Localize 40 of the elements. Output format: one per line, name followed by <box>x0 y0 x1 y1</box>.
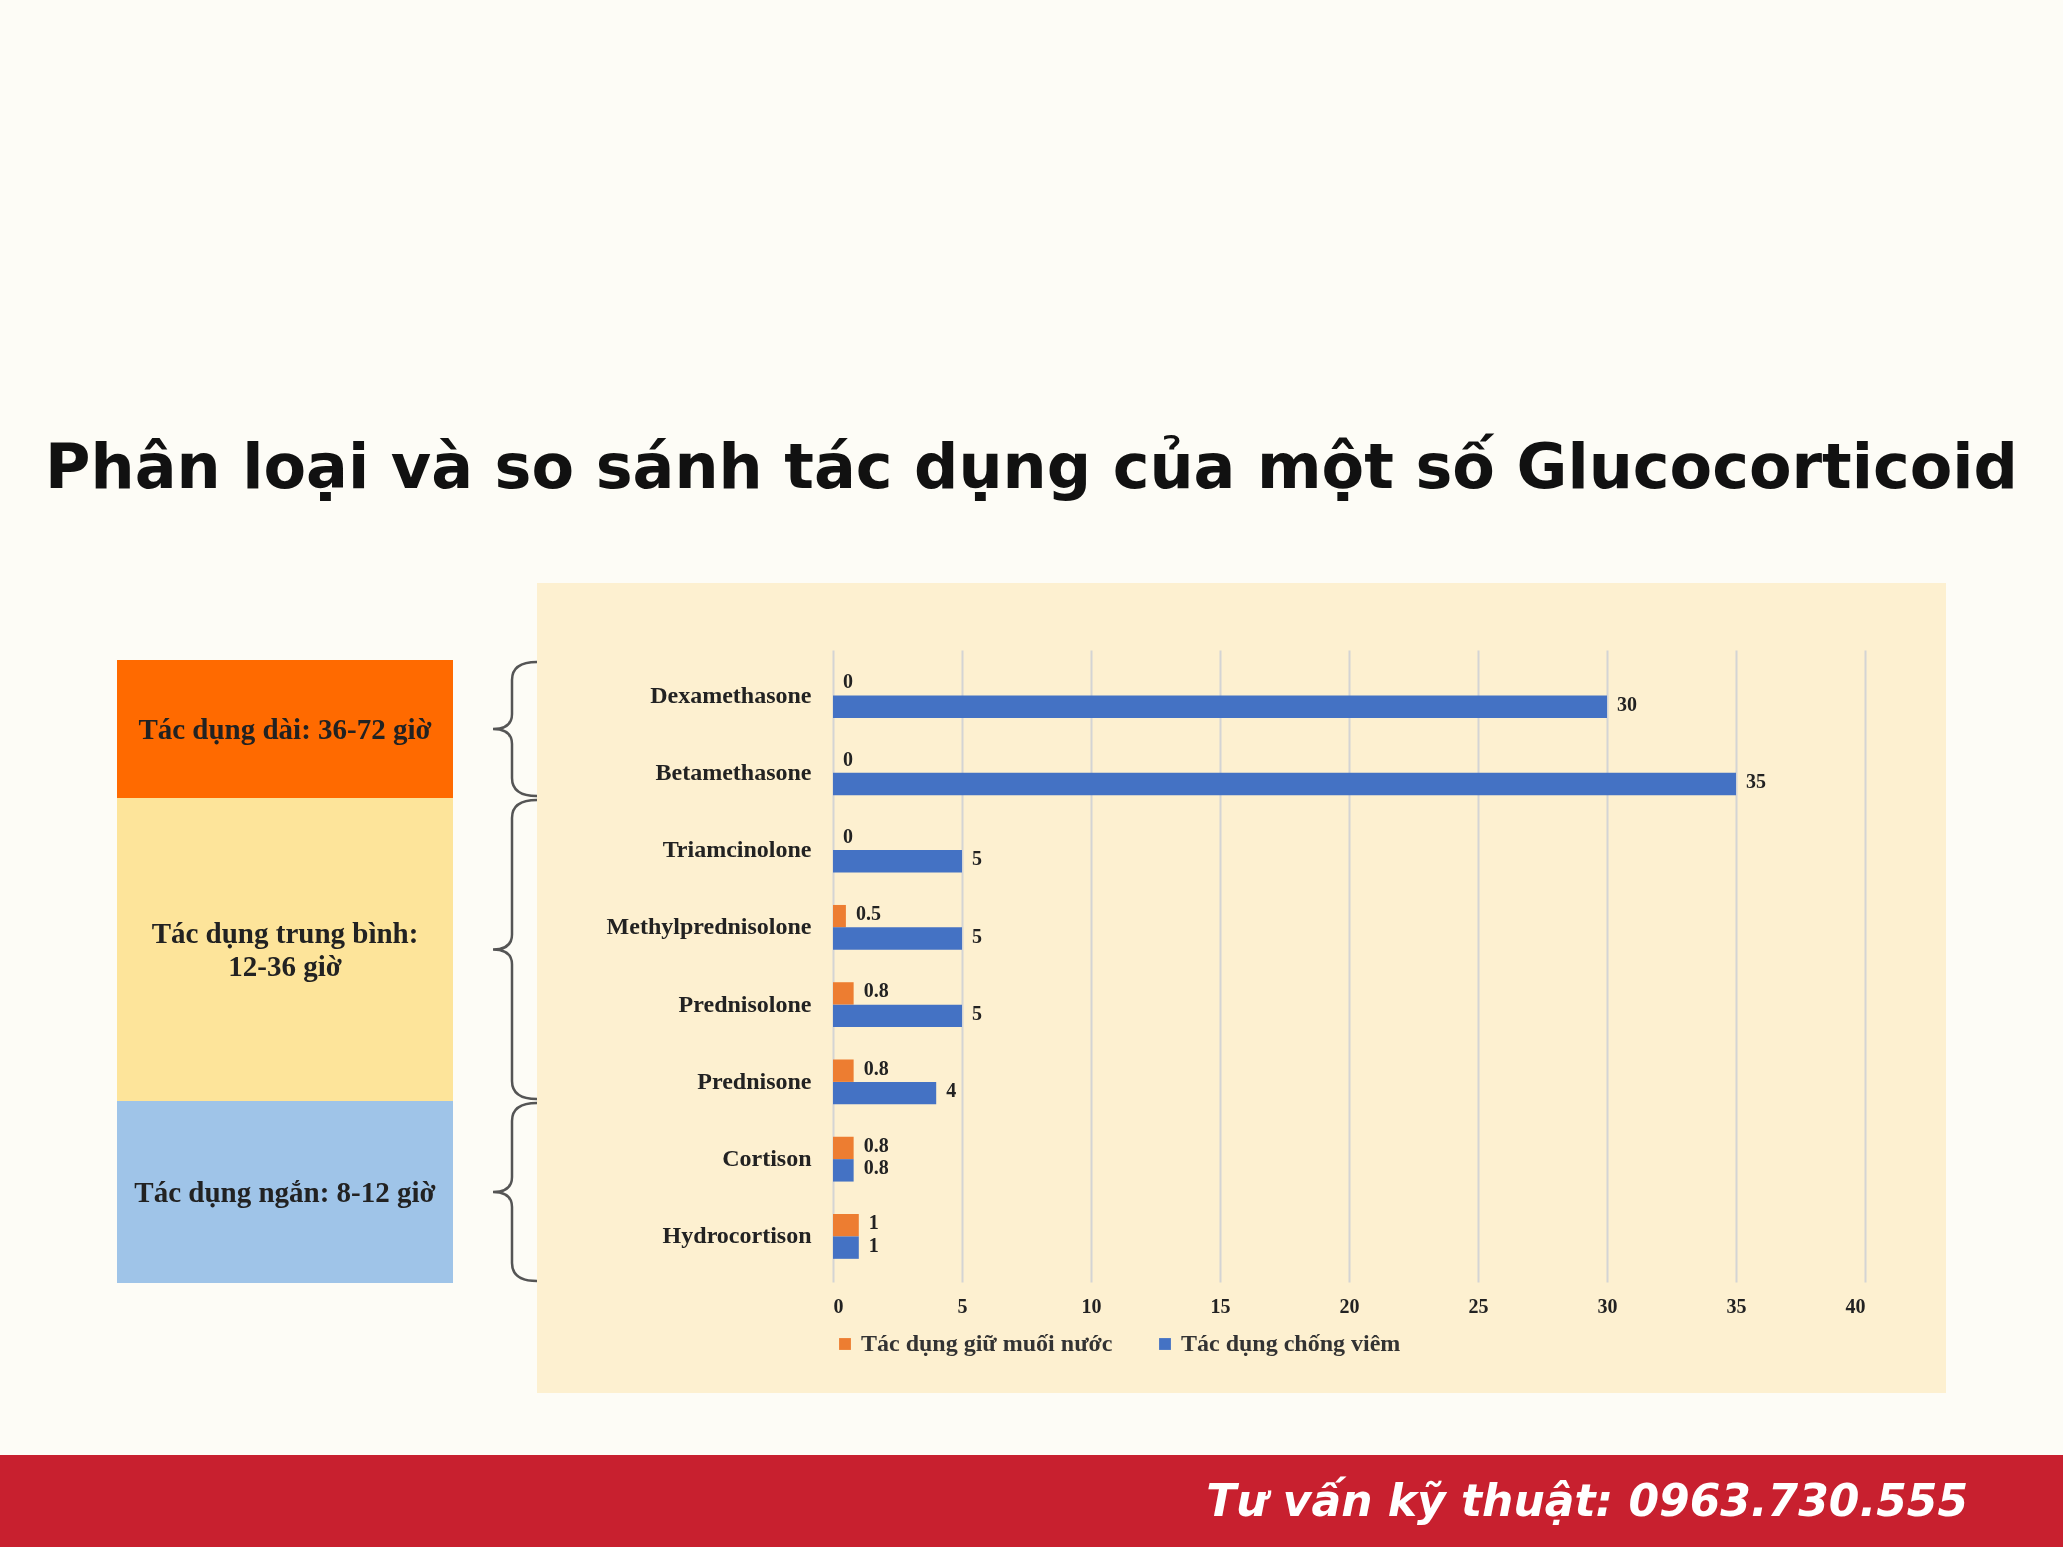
chart-title: Phân loại và so sánh tác dụng của một số Glucocorticoid <box>44 430 2019 503</box>
data-label: 5 <box>972 1001 982 1024</box>
data-label: 0 <box>843 747 853 770</box>
legend-label: Tác dụng giữ muối nước <box>861 1330 1113 1356</box>
data-label: 35 <box>1746 770 1766 793</box>
data-label: 1 <box>868 1211 879 1234</box>
x-tick-label: 5 <box>957 1294 968 1317</box>
y-tick-label: Methylprednisolone <box>606 913 812 940</box>
x-tick-label: 30 <box>1597 1294 1618 1317</box>
x-tick-label: 35 <box>1726 1294 1747 1317</box>
legend-label: Tác dụng chống viêm <box>1181 1330 1401 1356</box>
x-tick-label: 20 <box>1339 1294 1360 1317</box>
data-label: 1 <box>868 1233 879 1256</box>
y-tick-label: Prednisolone <box>678 990 812 1017</box>
data-label: 4 <box>946 1079 957 1102</box>
data-label: 0.8 <box>863 1133 889 1156</box>
y-tick-label: Triamcinolone <box>662 836 812 863</box>
y-tick-label: Prednisone <box>697 1067 812 1094</box>
data-label: 0 <box>843 824 853 847</box>
y-tick-label: Hydrocortison <box>662 1222 812 1249</box>
x-tick-label: 0 <box>833 1294 844 1317</box>
x-tick-label: 40 <box>1845 1294 1866 1317</box>
y-tick-label: Betamethasone <box>655 758 812 785</box>
data-label: 0.8 <box>863 979 889 1002</box>
data-label: 0.5 <box>855 902 881 925</box>
text: Tư vấn kỹ thuật: 0963.730.555 <box>1206 1475 1968 1526</box>
data-label: 30 <box>1617 692 1637 715</box>
data-label: 5 <box>972 847 982 870</box>
x-tick-label: 10 <box>1081 1294 1102 1317</box>
data-label: 0 <box>843 670 853 693</box>
text: Tác dụng dài: 36-72 giờ <box>117 660 453 798</box>
x-tick-label: 25 <box>1468 1294 1489 1317</box>
text: Tác dụng trung bình: 12-36 giờ <box>117 798 453 1101</box>
data-label: 5 <box>972 924 982 947</box>
data-label: 0.8 <box>863 1156 889 1179</box>
x-tick-label: 15 <box>1210 1294 1231 1317</box>
text: Tác dụng ngắn: 8-12 giờ <box>117 1101 453 1283</box>
y-tick-label: Dexamethasone <box>650 681 812 708</box>
data-label: 0.8 <box>863 1056 889 1079</box>
y-tick-label: Cortison <box>722 1145 812 1172</box>
